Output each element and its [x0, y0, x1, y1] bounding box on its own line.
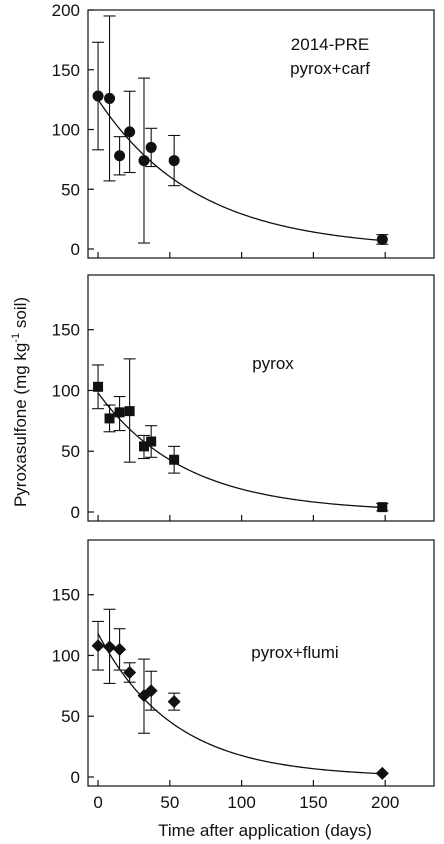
data-point [104, 92, 116, 104]
panel-label: 2014-PRE [291, 35, 369, 54]
data-point [138, 441, 149, 452]
y-tick-label: 0 [71, 240, 80, 259]
plot-frame [87, 539, 435, 787]
data-point [104, 413, 115, 424]
y-tick-label: 100 [52, 381, 80, 400]
plot-frame [87, 9, 435, 259]
y-tick-label: 150 [52, 61, 80, 80]
data-point [124, 126, 136, 138]
data-point [375, 766, 389, 780]
x-tick-label: 150 [299, 793, 327, 812]
data-point [113, 642, 127, 656]
data-point [144, 684, 158, 698]
panel-2: 0 50 100 150 pyrox [52, 274, 435, 522]
x-tick-label: 50 [160, 793, 179, 812]
data-point [376, 233, 388, 245]
data-point [169, 454, 180, 465]
y-tick-label: 50 [61, 442, 80, 461]
y-tick-label: 150 [52, 586, 80, 605]
y-tick-label: 100 [52, 121, 80, 140]
data-point [114, 407, 125, 418]
y-axis-title-tail: soil) [11, 297, 30, 333]
y-tick-label: 0 [71, 503, 80, 522]
y-axis-title-main: Pyroxasulfone (mg kg [11, 343, 30, 507]
panel-3: 0 50 100 150 0 50 100 150 200 pyrox+flumi [52, 539, 435, 812]
panel-label: pyrox+flumi [251, 643, 338, 662]
y-tick-label: 100 [52, 646, 80, 665]
data-point [114, 150, 126, 162]
data-point [91, 639, 105, 653]
data-point [138, 155, 150, 167]
plot-frame [87, 274, 435, 522]
data-point [92, 90, 104, 102]
x-axis-title: Time after application (days) [158, 821, 372, 840]
data-point [146, 436, 157, 447]
data-point [377, 502, 388, 513]
y-axis-title: Pyroxasulfone (mg kg-1 soil) [10, 297, 30, 507]
y-tick-label: 0 [71, 768, 80, 787]
y-tick-label: 200 [52, 1, 80, 20]
data-point [145, 141, 157, 153]
y-tick-label: 150 [52, 321, 80, 340]
y-axis-title-superscript: -1 [10, 333, 22, 343]
panel-label: pyrox+carf [290, 59, 370, 78]
x-tick-label: 0 [93, 793, 102, 812]
data-point [93, 381, 104, 392]
data-point [168, 155, 180, 167]
data-point [124, 406, 135, 417]
data-point [167, 695, 181, 709]
fit-curve [97, 633, 383, 775]
panel-label: pyrox [252, 354, 294, 373]
panel-1: 0 50 100 150 200 2014-PRE pyrox+carf [52, 1, 435, 259]
x-tick-label: 200 [371, 793, 399, 812]
x-tick-label: 100 [227, 793, 255, 812]
y-tick-label: 50 [61, 707, 80, 726]
fit-curve [97, 99, 383, 242]
y-tick-label: 50 [61, 180, 80, 199]
data-point [103, 640, 117, 654]
data-point [123, 665, 137, 679]
